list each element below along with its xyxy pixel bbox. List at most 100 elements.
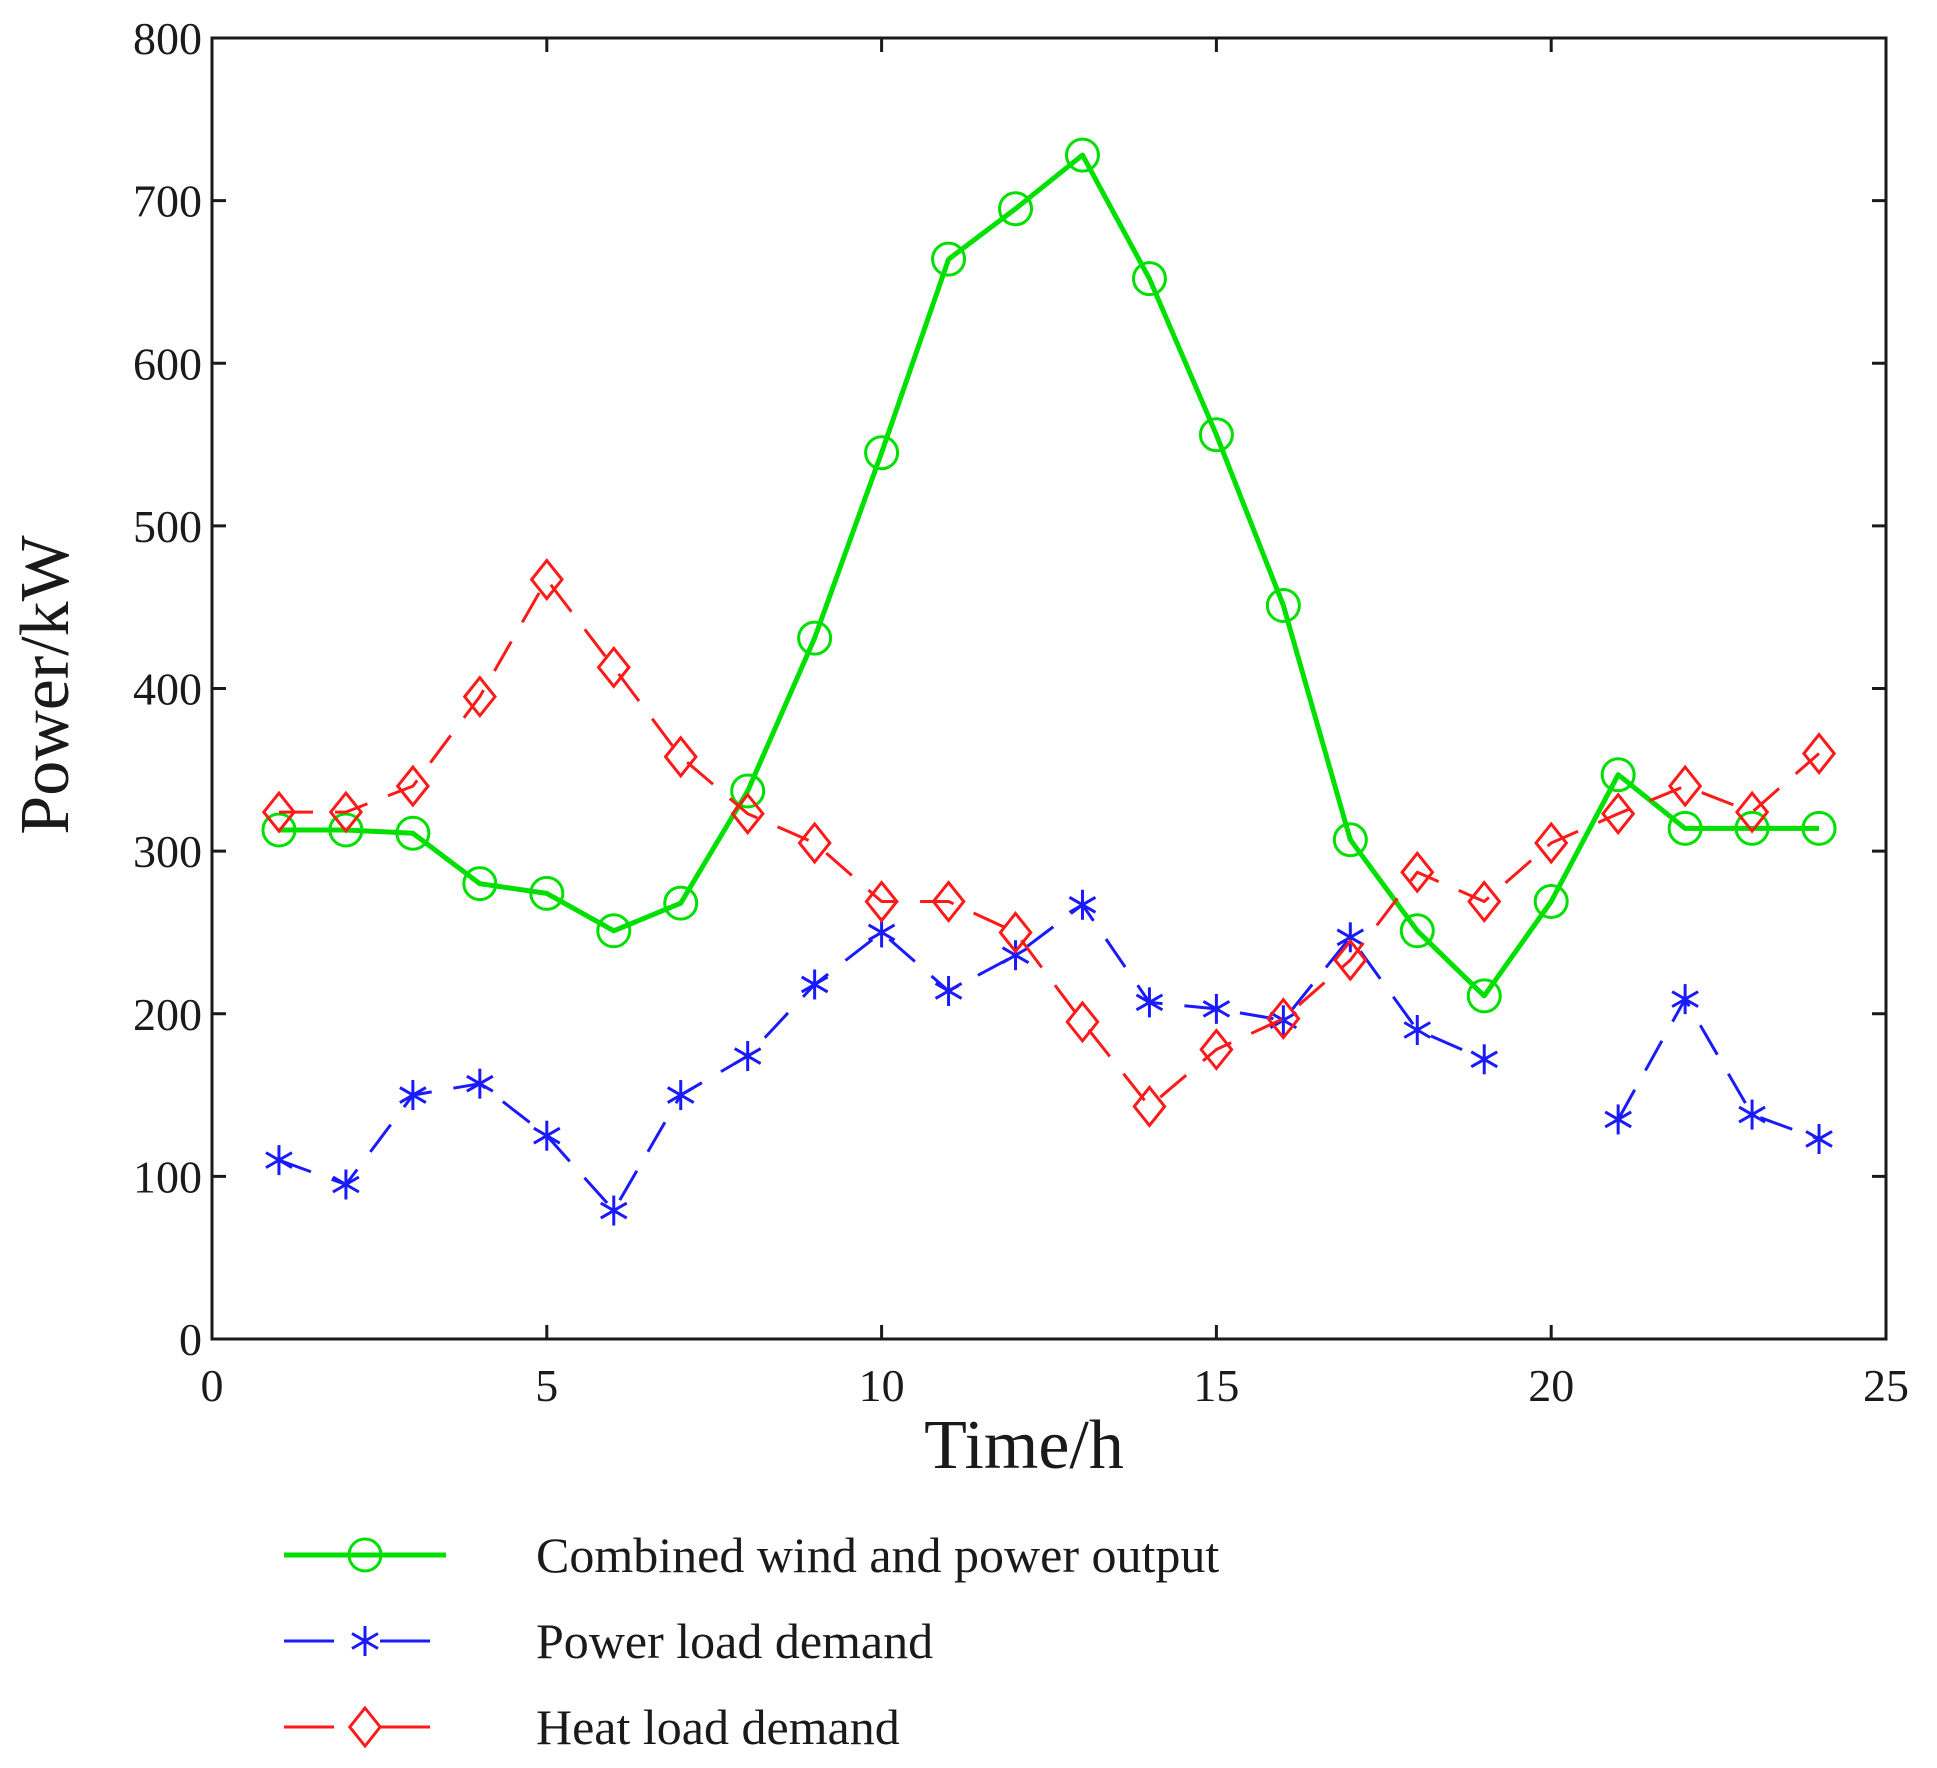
data-point xyxy=(998,191,1034,227)
data-point xyxy=(1738,1099,1766,1130)
x-tick-label: 25 xyxy=(1863,1360,1909,1411)
y-tick-label: 200 xyxy=(133,989,202,1040)
data-point xyxy=(1801,732,1837,775)
x-tick-label: 0 xyxy=(201,1360,224,1411)
series-combined-wind-and-power-output xyxy=(261,137,1837,1014)
data-point xyxy=(1266,997,1301,1041)
x-axis-title: Time/h xyxy=(924,1407,1124,1484)
legend-marker xyxy=(351,1626,379,1656)
data-point xyxy=(1399,913,1435,949)
data-point xyxy=(529,875,565,911)
legend-item-heat-load-demand: Heat load demand xyxy=(284,1699,900,1755)
data-point xyxy=(462,675,497,719)
data-point xyxy=(328,790,364,834)
asterisk-stroke xyxy=(867,923,896,942)
data-point xyxy=(261,812,297,848)
asterisk-stroke xyxy=(533,1126,561,1145)
data-point xyxy=(730,792,765,836)
asterisk-stroke xyxy=(1202,1000,1231,1018)
legend-marker xyxy=(347,1537,383,1573)
data-point xyxy=(1667,764,1703,808)
data-point xyxy=(261,790,297,834)
data-point xyxy=(1336,922,1365,953)
data-point xyxy=(395,764,431,808)
asterisk-stroke xyxy=(399,1086,427,1104)
asterisk-stroke xyxy=(265,1151,293,1169)
x-tick-label: 15 xyxy=(1193,1360,1239,1411)
series-line xyxy=(279,152,1819,999)
data-point xyxy=(533,1120,561,1151)
asterisk-stroke xyxy=(666,1086,695,1104)
series-heat-load-demand xyxy=(261,558,1837,1128)
data-point xyxy=(1265,588,1301,624)
asterisk-stroke xyxy=(1135,993,1164,1012)
y-axis-title: Power/kW xyxy=(7,535,84,834)
data-point xyxy=(1600,757,1636,793)
data-point xyxy=(998,911,1033,954)
data-point xyxy=(864,880,899,923)
data-point xyxy=(934,975,963,1006)
data-point xyxy=(1131,261,1167,297)
data-point xyxy=(797,620,833,656)
data-point xyxy=(399,1080,427,1111)
legend-item-power-load-demand: Power load demand xyxy=(284,1613,933,1669)
data-point xyxy=(1601,792,1636,836)
series-layer xyxy=(261,137,1837,1226)
data-point xyxy=(1132,1085,1167,1128)
data-point xyxy=(1068,889,1097,920)
asterisk-stroke xyxy=(1671,990,1699,1008)
data-point xyxy=(931,241,967,277)
asterisk-stroke xyxy=(934,982,963,1000)
y-tick-label: 400 xyxy=(133,664,202,715)
data-point xyxy=(596,645,631,689)
y-tick-label: 800 xyxy=(133,13,202,64)
data-point xyxy=(1202,993,1231,1024)
x-tick-label: 10 xyxy=(859,1360,905,1411)
data-point xyxy=(1533,884,1569,920)
y-tick-label: 100 xyxy=(133,1151,202,1202)
data-point xyxy=(395,815,431,851)
x-tick-label: 20 xyxy=(1528,1360,1574,1411)
data-point xyxy=(265,1145,293,1176)
legend-marker xyxy=(347,1705,383,1749)
data-point xyxy=(1466,978,1502,1014)
x-tick-label: 5 xyxy=(535,1360,558,1411)
data-point xyxy=(1135,987,1164,1018)
data-point xyxy=(663,885,699,921)
data-point xyxy=(733,1041,762,1072)
data-point xyxy=(1333,938,1368,982)
legend-label: Combined wind and power output xyxy=(536,1527,1219,1583)
data-point xyxy=(332,1169,360,1200)
data-point xyxy=(1734,810,1770,846)
legend: Combined wind and power output Power load… xyxy=(284,1527,1219,1755)
data-point xyxy=(462,866,498,902)
data-point xyxy=(1467,880,1502,923)
asterisk-stroke xyxy=(1403,1021,1432,1039)
y-tick-label: 500 xyxy=(133,501,202,552)
asterisk-stroke xyxy=(1738,1105,1766,1124)
data-point xyxy=(1805,1123,1833,1154)
legend-item-combined-wind-and-power-output: Combined wind and power output xyxy=(284,1527,1219,1583)
y-tick-label: 700 xyxy=(133,176,202,227)
asterisk-stroke xyxy=(600,1201,628,1220)
data-point xyxy=(663,735,698,779)
data-point xyxy=(1332,822,1368,858)
data-point xyxy=(666,1080,695,1111)
data-point xyxy=(931,880,966,923)
y-axis-ticks: 0 100 200 300 400 500 600 700 800 xyxy=(133,13,1886,1365)
y-tick-label: 600 xyxy=(133,338,202,389)
y-tick-label: 0 xyxy=(179,1314,202,1365)
legend-label: Power load demand xyxy=(536,1613,933,1669)
data-point xyxy=(1801,810,1837,846)
data-point xyxy=(529,558,564,601)
data-point xyxy=(1667,810,1703,846)
asterisk-stroke xyxy=(1805,1130,1833,1148)
asterisk-stroke xyxy=(1470,1050,1498,1069)
asterisk-stroke xyxy=(733,1047,762,1065)
data-point xyxy=(596,913,632,949)
asterisk-stroke xyxy=(800,975,829,994)
data-point xyxy=(1001,940,1030,971)
data-point xyxy=(864,435,900,471)
x-axis-ticks: 0 5 10 15 20 25 xyxy=(201,38,1909,1411)
